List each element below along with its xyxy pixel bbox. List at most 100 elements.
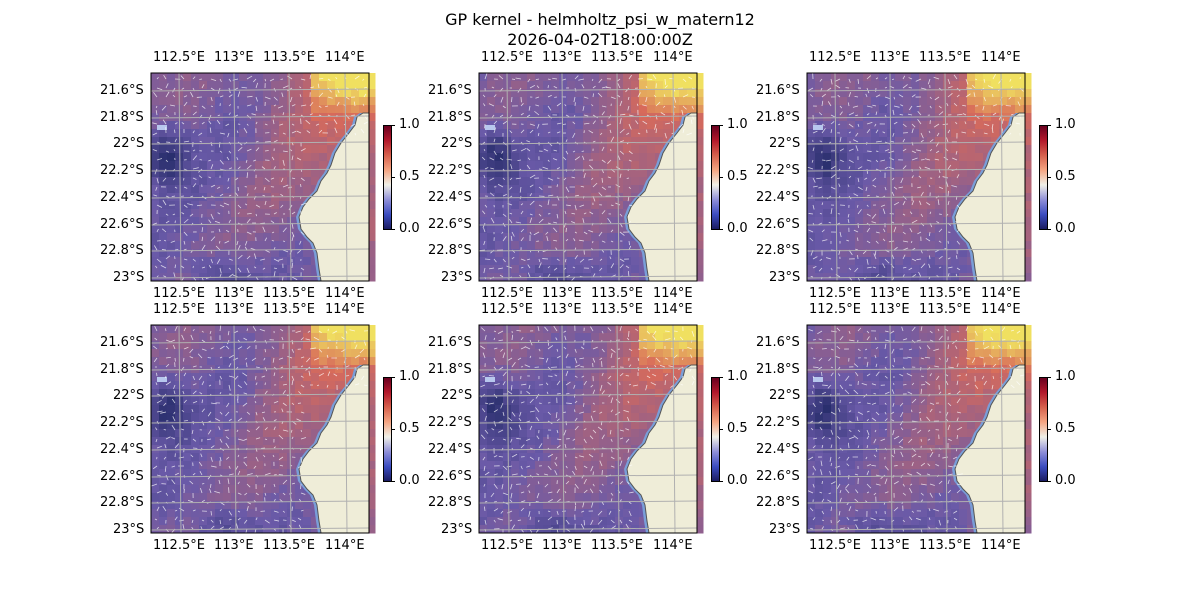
colorbar bbox=[383, 125, 395, 230]
lon-tick-label-top: 113°E bbox=[542, 302, 582, 317]
lon-tick-label-top: 114°E bbox=[653, 302, 693, 317]
lon-tick-label-top: 113°E bbox=[214, 50, 254, 65]
lon-tick-label-bottom: 114°E bbox=[981, 538, 1021, 553]
map-frame bbox=[150, 72, 370, 282]
lon-tick-label-bottom: 114°E bbox=[653, 286, 693, 301]
vector-field bbox=[152, 74, 368, 282]
lat-tick-label: 21.8°S bbox=[428, 110, 472, 125]
lon-tick-label-bottom: 113.5°E bbox=[591, 286, 643, 301]
lat-tick-label: 21.8°S bbox=[100, 362, 144, 377]
lon-tick-label-top: 113.5°E bbox=[263, 50, 315, 65]
graticule bbox=[478, 324, 698, 534]
lon-tick-label-top: 112.5°E bbox=[809, 50, 861, 65]
lat-tick-label: 22.6°S bbox=[428, 217, 472, 232]
lat-tick-label: 22°S bbox=[441, 136, 473, 151]
colorbar-tick-label: 0.5 bbox=[727, 421, 748, 436]
colorbar-gradient bbox=[383, 125, 392, 230]
lon-tick-label-top: 113.5°E bbox=[919, 50, 971, 65]
island-marker bbox=[157, 377, 167, 382]
lon-tick-label-bottom: 114°E bbox=[325, 286, 365, 301]
lon-tick-label-bottom: 112.5°E bbox=[809, 286, 861, 301]
map-canvas bbox=[806, 324, 1032, 535]
lon-tick-label-bottom: 113.5°E bbox=[591, 538, 643, 553]
lat-tick-label: 22.6°S bbox=[100, 217, 144, 232]
lon-tick-label-bottom: 112.5°E bbox=[481, 538, 533, 553]
colorbar-gradient bbox=[1039, 125, 1048, 230]
island-marker bbox=[485, 125, 495, 130]
lon-tick-label-top: 113°E bbox=[870, 50, 910, 65]
lat-tick-label: 21.6°S bbox=[428, 83, 472, 98]
lat-tick-label: 23°S bbox=[769, 522, 801, 537]
lat-tick-label: 22.6°S bbox=[100, 469, 144, 484]
colorbar-gradient bbox=[711, 125, 720, 230]
colorbar bbox=[1039, 125, 1051, 230]
lat-tick-label: 22.4°S bbox=[100, 442, 144, 457]
map-panel-6 bbox=[806, 324, 1032, 537]
colorbar bbox=[711, 125, 723, 230]
colorbar-tick-label: 1.0 bbox=[1055, 369, 1076, 384]
lat-tick-label: 21.6°S bbox=[100, 83, 144, 98]
lat-tick-label: 21.8°S bbox=[100, 110, 144, 125]
island-marker bbox=[157, 125, 167, 130]
lon-tick-label-top: 113.5°E bbox=[919, 302, 971, 317]
lat-tick-label: 21.6°S bbox=[756, 335, 800, 350]
lat-tick-label: 22.4°S bbox=[428, 190, 472, 205]
graticule bbox=[150, 72, 370, 282]
map-frame bbox=[150, 324, 370, 534]
lon-tick-label-bottom: 114°E bbox=[653, 538, 693, 553]
colorbar-tick-label: 0.0 bbox=[399, 473, 420, 488]
map-panel-5 bbox=[478, 324, 704, 537]
lon-tick-label-bottom: 113.5°E bbox=[919, 286, 971, 301]
lat-tick-label: 22°S bbox=[769, 136, 801, 151]
map-canvas bbox=[478, 72, 704, 282]
lat-tick-label: 21.8°S bbox=[756, 110, 800, 125]
colorbar-gradient bbox=[383, 377, 392, 482]
lon-tick-label-bottom: 112.5°E bbox=[153, 538, 205, 553]
island-marker bbox=[813, 377, 823, 382]
lon-tick-label-top: 114°E bbox=[981, 50, 1021, 65]
lon-tick-label-bottom: 112.5°E bbox=[153, 286, 205, 301]
scalar-field bbox=[807, 325, 1032, 534]
lon-tick-label-top: 112.5°E bbox=[153, 50, 205, 65]
colorbar-tick-label: 1.0 bbox=[399, 117, 420, 132]
colorbar bbox=[711, 377, 723, 482]
lon-tick-label-bottom: 113°E bbox=[870, 538, 910, 553]
colorbar-tick-label: 0.5 bbox=[399, 421, 420, 436]
colorbar-tick-label: 1.0 bbox=[727, 117, 748, 132]
colorbar-tick-label: 0.0 bbox=[399, 221, 420, 236]
lon-tick-label-bottom: 113°E bbox=[870, 286, 910, 301]
lat-tick-label: 21.6°S bbox=[756, 83, 800, 98]
lon-tick-label-top: 114°E bbox=[325, 302, 365, 317]
colorbar-tick-label: 0.0 bbox=[727, 473, 748, 488]
vector-field bbox=[807, 326, 1025, 535]
map-panel-2 bbox=[478, 72, 704, 285]
lon-tick-label-bottom: 112.5°E bbox=[481, 286, 533, 301]
lat-tick-label: 21.8°S bbox=[428, 362, 472, 377]
colorbar-tick-label: 0.0 bbox=[1055, 221, 1076, 236]
island-marker bbox=[813, 125, 823, 130]
lat-tick-label: 22.8°S bbox=[756, 495, 800, 510]
graticule bbox=[150, 324, 370, 534]
lat-tick-label: 22.4°S bbox=[756, 190, 800, 205]
lat-tick-label: 22.6°S bbox=[756, 469, 800, 484]
land-mass bbox=[954, 364, 1026, 534]
lon-tick-label-bottom: 113°E bbox=[542, 538, 582, 553]
lat-tick-label: 22.6°S bbox=[756, 217, 800, 232]
lat-tick-label: 22.4°S bbox=[100, 190, 144, 205]
lat-tick-label: 21.6°S bbox=[100, 335, 144, 350]
map-frame bbox=[806, 72, 1026, 282]
island-marker bbox=[485, 377, 495, 382]
lat-tick-label: 22.2°S bbox=[100, 415, 144, 430]
lon-tick-label-bottom: 113°E bbox=[214, 538, 254, 553]
vector-field bbox=[807, 73, 1024, 283]
lat-tick-label: 22.2°S bbox=[756, 415, 800, 430]
map-frame bbox=[478, 72, 698, 282]
lon-tick-label-top: 112.5°E bbox=[481, 302, 533, 317]
figure-title-line2: 2026-04-02T18:00:00Z bbox=[507, 30, 693, 49]
lat-tick-label: 22.2°S bbox=[756, 163, 800, 178]
graticule bbox=[478, 72, 698, 282]
colorbar-tick-label: 1.0 bbox=[1055, 117, 1076, 132]
lon-tick-label-bottom: 113.5°E bbox=[263, 538, 315, 553]
colorbar-tick-label: 0.5 bbox=[399, 169, 420, 184]
lat-tick-label: 22.8°S bbox=[756, 243, 800, 258]
